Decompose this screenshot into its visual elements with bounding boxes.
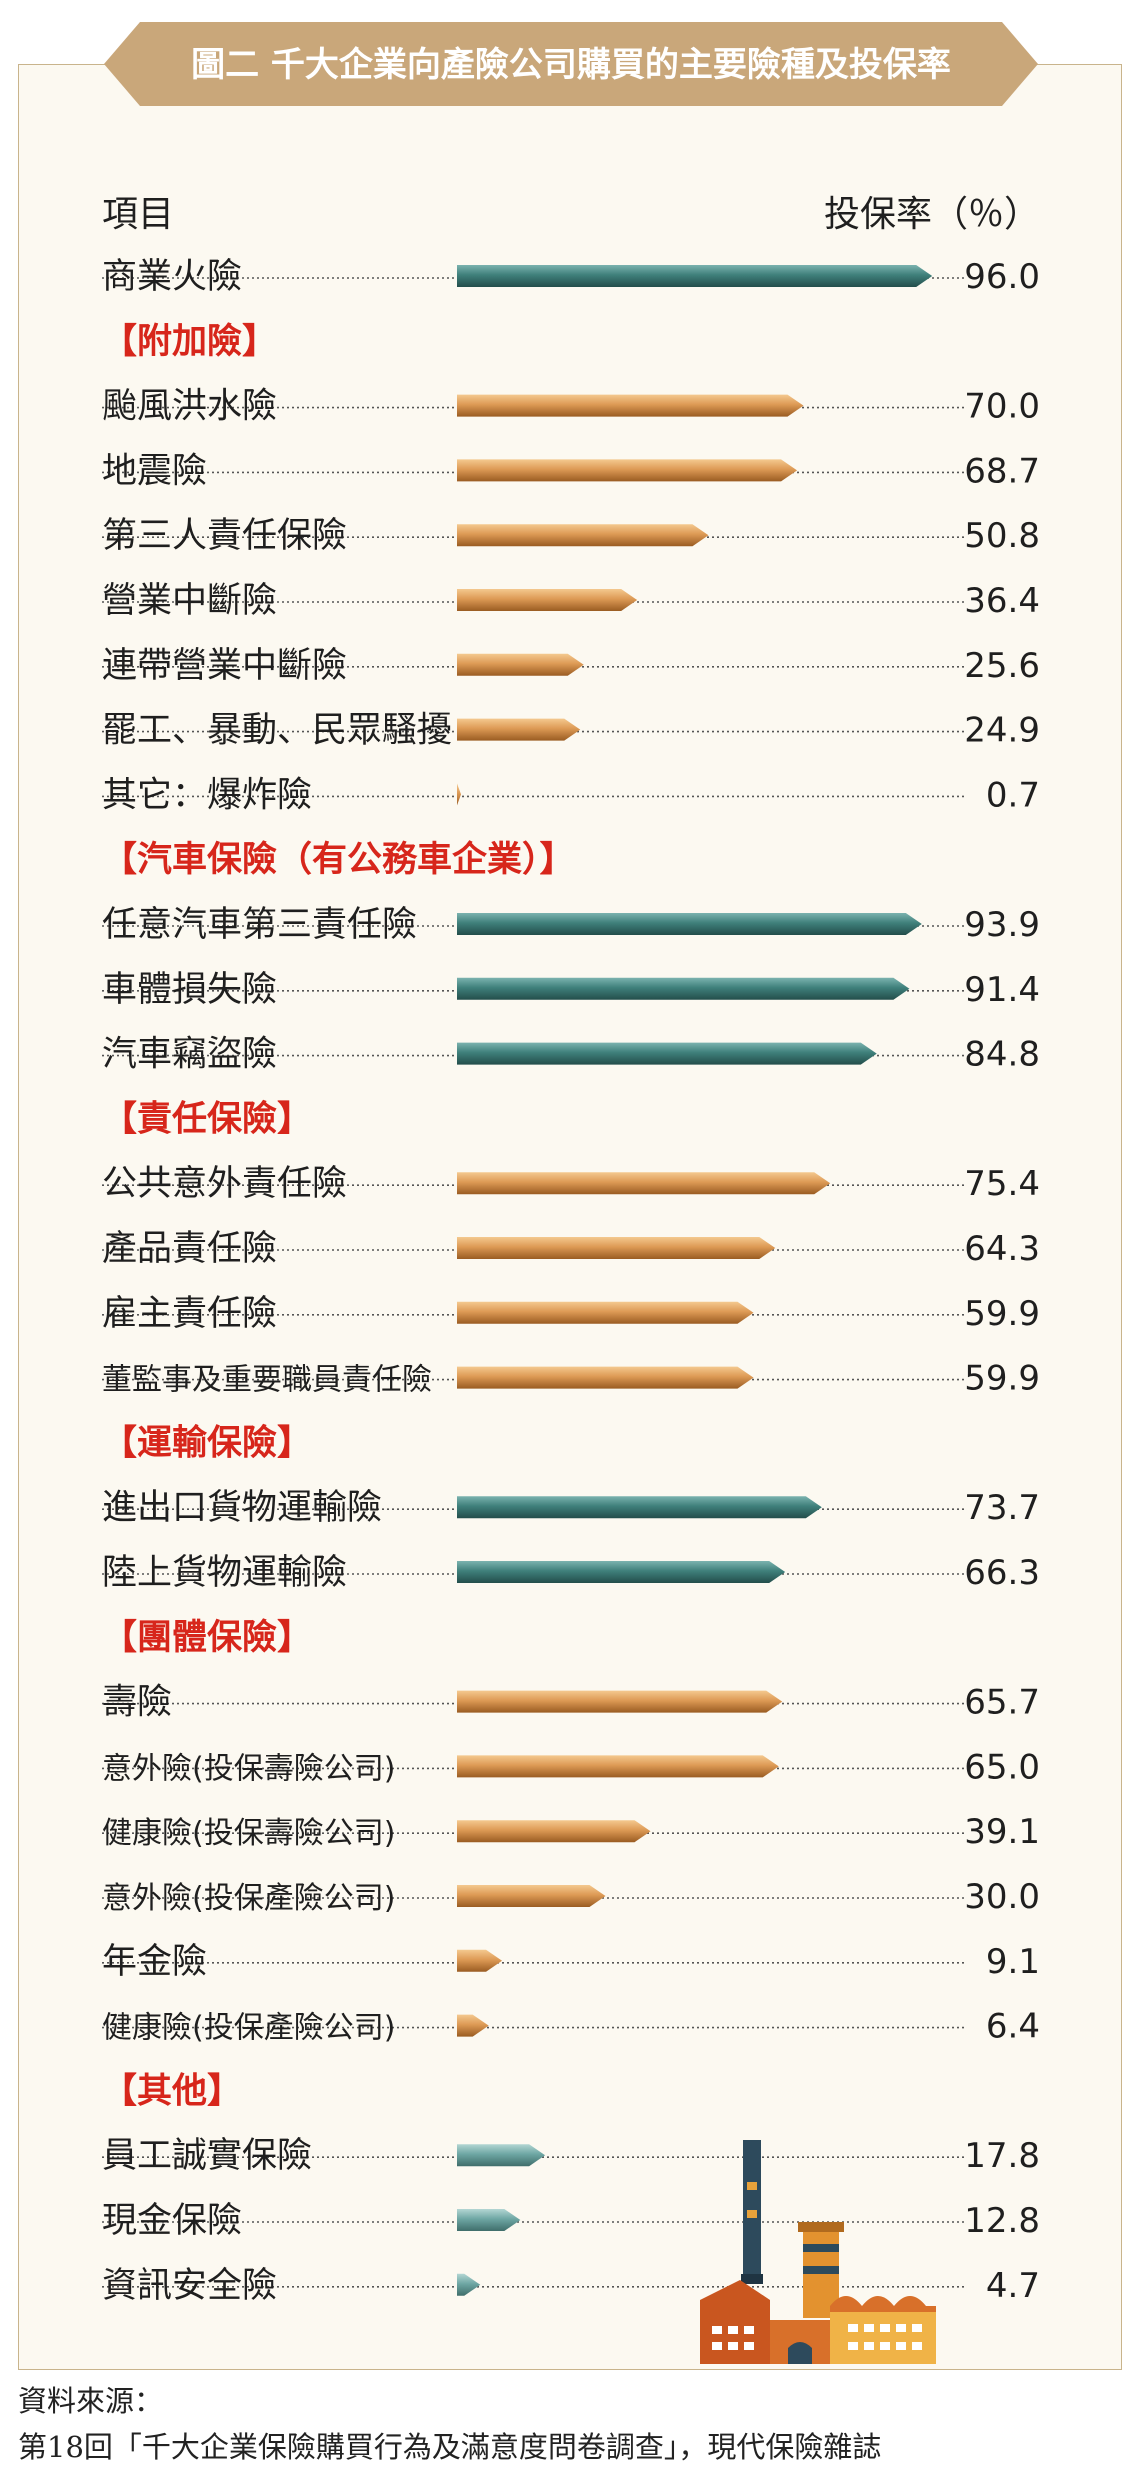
item-label: 雇主責任險 bbox=[102, 1294, 277, 1334]
value-label: 59.9 bbox=[964, 1359, 1040, 1399]
item-label: 車體損失險 bbox=[102, 970, 277, 1010]
column-header-rate: 投保率（％） bbox=[824, 194, 1040, 235]
item-label: 其它：爆炸險 bbox=[102, 775, 312, 815]
item-label: 地震險 bbox=[102, 451, 207, 491]
item-label: 健康險(投保壽險公司) bbox=[102, 1816, 395, 1851]
item-label: 公共意外責任險 bbox=[102, 1164, 347, 1204]
bar bbox=[457, 1172, 831, 1195]
value-label: 64.3 bbox=[964, 1229, 1040, 1269]
item-label: 意外險(投保產險公司) bbox=[102, 1881, 395, 1916]
bar bbox=[457, 459, 798, 482]
section-heading: 【汽車保險（有公務車企業）】 bbox=[102, 839, 575, 880]
section-heading: 【運輸保險】 bbox=[102, 1423, 312, 1463]
insurance-rate-chart: 圖二 千大企業向產險公司購買的主要險種及投保率 項目 投保率（％） 商業火險 96… bbox=[102, 22, 1040, 2364]
value-label: 30.0 bbox=[964, 1877, 1040, 1917]
bar bbox=[457, 1237, 776, 1259]
value-label: 65.7 bbox=[964, 1683, 1040, 1723]
value-label: 39.1 bbox=[964, 1812, 1040, 1852]
value-label: 75.4 bbox=[964, 1164, 1040, 1204]
bar bbox=[457, 589, 638, 611]
bar bbox=[457, 1885, 606, 1907]
value-label: 17.8 bbox=[964, 2136, 1040, 2176]
source-citation: 第18回「千大企業保險購買行為及滿意度問卷調查」，現代保險雜誌 bbox=[18, 2430, 882, 2464]
item-label: 現金保險 bbox=[102, 2201, 242, 2241]
item-label: 年金險 bbox=[102, 1942, 207, 1982]
bar bbox=[457, 2273, 481, 2296]
value-label: 70.0 bbox=[964, 387, 1040, 427]
item-label: 第三人責任保險 bbox=[102, 516, 347, 556]
value-label: 84.8 bbox=[964, 1035, 1040, 1075]
value-label: 59.9 bbox=[964, 1294, 1040, 1334]
item-label: 員工誠實保險 bbox=[102, 2136, 312, 2176]
item-label: 陸上貨物運輸險 bbox=[102, 1553, 347, 1593]
value-label: 24.9 bbox=[964, 711, 1040, 751]
factory-illustration bbox=[700, 2140, 936, 2364]
bar bbox=[457, 1496, 822, 1519]
bar bbox=[457, 2014, 489, 2037]
value-label: 9.1 bbox=[986, 1942, 1040, 1982]
bar bbox=[457, 1755, 779, 1778]
bar bbox=[457, 718, 581, 741]
bar bbox=[457, 1690, 783, 1713]
bar bbox=[457, 1366, 754, 1389]
source-label: 資料來源： bbox=[18, 2384, 164, 2418]
bar bbox=[457, 1042, 877, 1065]
bar bbox=[457, 2144, 546, 2167]
bar bbox=[457, 783, 461, 806]
bar bbox=[457, 2209, 521, 2231]
chart-rows: 商業火險 96.0 【附加險】颱風洪水險 70.0 地震險 68.7 第三人責任保險 50.8… bbox=[102, 257, 1040, 2306]
title-band bbox=[104, 22, 1038, 106]
value-label: 12.8 bbox=[964, 2201, 1040, 2241]
chart-panel bbox=[18, 64, 1122, 2370]
value-label: 91.4 bbox=[964, 970, 1040, 1010]
section-heading: 【團體保險】 bbox=[102, 1618, 312, 1658]
item-label: 進出口貨物運輸險 bbox=[102, 1488, 382, 1528]
value-label: 25.6 bbox=[964, 646, 1040, 686]
item-label: 董監事及重要職員責任險 bbox=[102, 1363, 432, 1398]
item-label: 營業中斷險 bbox=[102, 581, 277, 621]
bar bbox=[457, 524, 709, 547]
bar bbox=[457, 265, 933, 287]
chart-title: 圖二 千大企業向產險公司購買的主要險種及投保率 bbox=[191, 45, 951, 85]
column-header-item: 項目 bbox=[102, 194, 174, 235]
item-label: 健康險(投保產險公司) bbox=[102, 2011, 395, 2046]
bar bbox=[457, 977, 910, 1000]
bar bbox=[457, 1820, 651, 1843]
item-label: 商業火險 bbox=[102, 257, 242, 297]
value-label: 96.0 bbox=[964, 257, 1040, 297]
section-heading: 【其他】 bbox=[102, 2071, 242, 2111]
value-label: 73.7 bbox=[964, 1488, 1040, 1528]
value-label: 68.7 bbox=[964, 451, 1040, 491]
value-label: 50.8 bbox=[964, 516, 1040, 556]
value-label: 6.4 bbox=[986, 2007, 1040, 2047]
item-label: 汽車竊盜險 bbox=[102, 1035, 277, 1075]
value-label: 93.9 bbox=[964, 905, 1040, 945]
item-label: 資訊安全險 bbox=[102, 2266, 277, 2306]
bar bbox=[457, 1301, 754, 1324]
value-label: 66.3 bbox=[964, 1553, 1040, 1593]
item-label: 颱風洪水險 bbox=[102, 387, 277, 427]
item-label: 罷工、暴動、民眾騷擾 bbox=[102, 711, 452, 751]
section-heading: 【附加險】 bbox=[102, 322, 277, 362]
item-label: 連帶營業中斷險 bbox=[102, 646, 347, 686]
bar bbox=[457, 653, 584, 676]
item-label: 任意汽車第三責任險 bbox=[102, 905, 417, 945]
bar bbox=[457, 913, 922, 935]
value-label: 4.7 bbox=[986, 2266, 1040, 2306]
bar bbox=[457, 394, 804, 417]
value-label: 65.0 bbox=[964, 1747, 1040, 1787]
item-label: 產品責任險 bbox=[102, 1229, 277, 1269]
item-label: 意外險(投保壽險公司) bbox=[102, 1751, 395, 1786]
item-label: 壽險 bbox=[102, 1683, 172, 1723]
source-note: 資料來源： 第18回「千大企業保險購買行為及滿意度問卷調查」，現代保險雜誌 bbox=[18, 2378, 1128, 2470]
bar bbox=[457, 1561, 786, 1583]
value-label: 0.7 bbox=[986, 775, 1040, 815]
value-label: 36.4 bbox=[964, 581, 1040, 621]
bar bbox=[457, 1949, 503, 1972]
section-heading: 【責任保險】 bbox=[102, 1099, 312, 1139]
